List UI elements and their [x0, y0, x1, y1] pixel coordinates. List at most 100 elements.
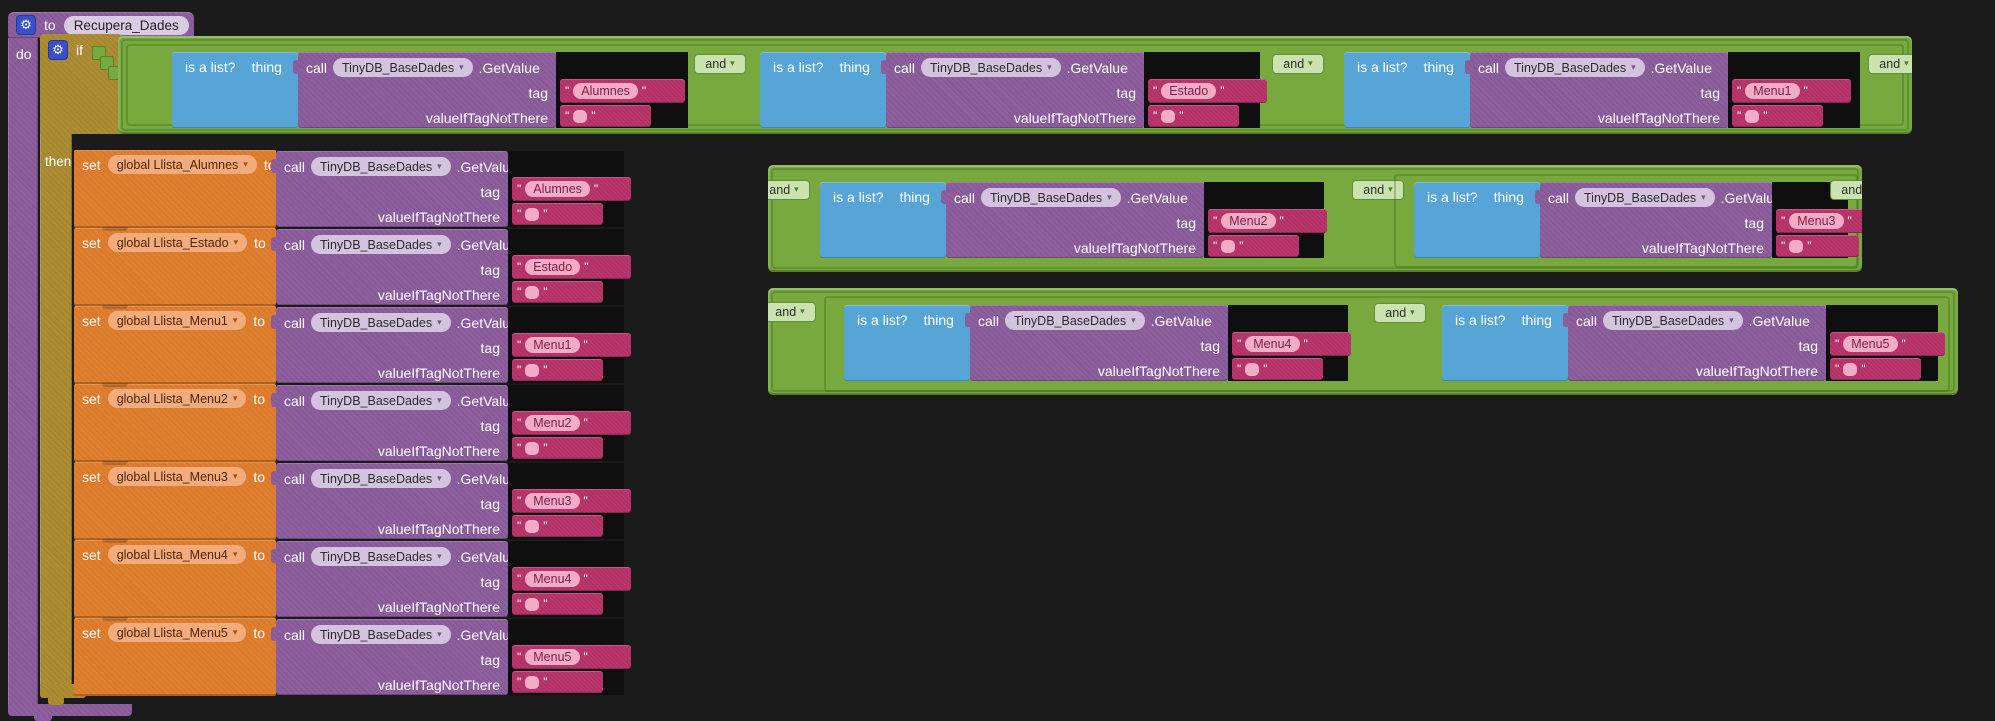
procedure-block-left-bar[interactable]: do: [8, 38, 38, 704]
procedure-block-header[interactable]: ⚙ to Recupera_Dades: [8, 12, 194, 38]
procedure-block-bottom-bar[interactable]: [8, 704, 132, 716]
variable-dropdown[interactable]: global Llista_Menu3 ▾: [107, 467, 247, 486]
component-dropdown[interactable]: TinyDB_BaseDades ▾: [311, 235, 451, 254]
call-getvalue-block[interactable]: call TinyDB_BaseDades ▾ .GetValue tag val…: [965, 305, 1228, 381]
set-variable-row[interactable]: set global Llista_Estado ▾ to call TinyDB…: [74, 227, 694, 306]
call-getvalue-block[interactable]: call TinyDB_BaseDades ▾ .GetValue tag val…: [271, 385, 518, 461]
is-a-list-block[interactable]: is a list? thing: [172, 52, 298, 128]
empty-text-block[interactable]: " ": [512, 281, 603, 303]
call-getvalue-block[interactable]: call TinyDB_BaseDades ▾ .GetValue tag val…: [941, 182, 1204, 258]
component-dropdown[interactable]: TinyDB_BaseDades ▾: [1603, 311, 1743, 330]
text-block[interactable]: " Alumnes ": [512, 177, 631, 201]
variable-dropdown[interactable]: global Llista_Alumnes ▾: [107, 155, 257, 174]
set-variable-row[interactable]: set global Llista_Menu5 ▾ to call TinyDB_…: [74, 617, 694, 696]
variable-dropdown[interactable]: global Llista_Menu4 ▾: [107, 545, 247, 564]
variable-dropdown[interactable]: global Llista_Menu2 ▾: [107, 389, 247, 408]
empty-text-block[interactable]: " ": [560, 105, 651, 127]
set-variable-row[interactable]: set global Llista_Alumnes ▾ to call TinyD…: [74, 150, 694, 228]
is-a-list-block[interactable]: is a list? thing: [1442, 305, 1568, 381]
call-getvalue-block[interactable]: call TinyDB_BaseDades ▾ .GetValue tag val…: [881, 52, 1144, 128]
empty-text-block[interactable]: " ": [1232, 358, 1323, 380]
component-dropdown[interactable]: TinyDB_BaseDades ▾: [1505, 58, 1645, 77]
empty-text-block[interactable]: " ": [512, 593, 603, 615]
text-block[interactable]: " Menu3 ": [512, 489, 631, 513]
and-operator[interactable]: and▾: [694, 54, 746, 74]
empty-text-block[interactable]: " ": [512, 515, 603, 537]
is-a-list-block[interactable]: is a list? thing: [820, 182, 946, 258]
component-dropdown[interactable]: TinyDB_BaseDades ▾: [311, 547, 451, 566]
text-block[interactable]: " Menu2 ": [512, 411, 631, 435]
if-block-header[interactable]: ⚙ if: [40, 34, 122, 134]
empty-text-block[interactable]: " ": [1208, 235, 1299, 257]
empty-text-block[interactable]: " ": [1148, 105, 1239, 127]
call-getvalue-block[interactable]: call TinyDB_BaseDades ▾ .GetValue tag val…: [271, 463, 518, 539]
and-operator[interactable]: and▾: [1830, 180, 1862, 200]
text-block[interactable]: " Menu3 ": [1776, 209, 1862, 233]
call-getvalue-block[interactable]: call TinyDB_BaseDades ▾ .GetValue tag val…: [271, 229, 518, 305]
text-block[interactable]: " Estado ": [512, 255, 631, 279]
text-block[interactable]: " Estado ": [1148, 79, 1267, 103]
set-variable-row[interactable]: set global Llista_Menu3 ▾ to call TinyDB_…: [74, 461, 694, 540]
component-dropdown[interactable]: TinyDB_BaseDades ▾: [311, 391, 451, 410]
text-block[interactable]: " Alumnes ": [560, 79, 685, 103]
call-getvalue-block[interactable]: call TinyDB_BaseDades ▾ .GetValue tag val…: [1563, 305, 1826, 381]
empty-text-block[interactable]: " ": [512, 359, 603, 381]
text-block[interactable]: " Menu4 ": [1232, 332, 1351, 356]
variable-dropdown[interactable]: global Llista_Estado ▾: [107, 233, 248, 252]
empty-text-block[interactable]: " ": [512, 671, 603, 693]
text-value: Menu3: [1789, 213, 1844, 229]
empty-text-block[interactable]: " ": [1732, 105, 1823, 127]
is-a-list-block[interactable]: is a list? thing: [1344, 52, 1470, 128]
is-a-list-label: is a list?: [185, 59, 236, 75]
variable-dropdown[interactable]: global Llista_Menu5 ▾: [107, 623, 247, 642]
gear-icon[interactable]: ⚙: [16, 15, 36, 35]
empty-text-block[interactable]: " ": [1830, 358, 1921, 380]
call-getvalue-block[interactable]: call TinyDB_BaseDades ▾ .GetValue tag val…: [1465, 52, 1728, 128]
text-block[interactable]: " Menu4 ": [512, 567, 631, 591]
text-value: Alumnes: [573, 83, 638, 99]
component-dropdown[interactable]: TinyDB_BaseDades ▾: [1005, 311, 1145, 330]
and-operator[interactable]: and▾: [1374, 303, 1426, 323]
text-block[interactable]: " Menu2 ": [1208, 209, 1327, 233]
procedure-name-field[interactable]: Recupera_Dades: [63, 15, 189, 35]
component-dropdown[interactable]: TinyDB_BaseDades ▾: [311, 157, 451, 176]
empty-text-block[interactable]: " ": [1776, 235, 1859, 257]
set-variable-row[interactable]: set global Llista_Menu1 ▾ to call TinyDB_…: [74, 305, 694, 384]
component-dropdown[interactable]: TinyDB_BaseDades ▾: [333, 58, 473, 77]
empty-text-block[interactable]: " ": [512, 437, 603, 459]
and-operator[interactable]: and▾: [768, 180, 810, 200]
text-block[interactable]: " Menu1 ": [1732, 79, 1851, 103]
text-block[interactable]: " Menu5 ": [512, 645, 631, 669]
and-operator[interactable]: and▾: [1868, 54, 1912, 74]
set-variable-row[interactable]: set global Llista_Menu2 ▾ to call TinyDB_…: [74, 383, 694, 462]
call-getvalue-block[interactable]: call TinyDB_BaseDades ▾ .GetValue tag val…: [293, 52, 556, 128]
component-dropdown[interactable]: TinyDB_BaseDades ▾: [981, 188, 1121, 207]
and-group-row3[interactable]: and ▾ is a list? thing call TinyDB_BaseDa…: [768, 288, 1958, 395]
set-variable-row[interactable]: set global Llista_Menu4 ▾ to call TinyDB_…: [74, 539, 694, 618]
if-mutator-gear-icon[interactable]: ⚙: [48, 40, 68, 60]
is-a-list-block[interactable]: is a list? thing: [760, 52, 886, 128]
text-block[interactable]: " Menu1 ": [512, 333, 631, 357]
if-block-left-bar[interactable]: then: [40, 134, 72, 684]
component-dropdown[interactable]: TinyDB_BaseDades ▾: [1575, 188, 1715, 207]
component-dropdown[interactable]: TinyDB_BaseDades ▾: [311, 625, 451, 644]
and-group-row1[interactable]: is a list? thing call TinyDB_BaseDades ▾ …: [118, 36, 1912, 134]
variable-dropdown[interactable]: global Llista_Menu1 ▾: [107, 311, 247, 330]
call-getvalue-block[interactable]: call TinyDB_BaseDades ▾ .GetValue tag val…: [271, 307, 518, 383]
and-operator[interactable]: and▾: [1272, 54, 1324, 74]
is-a-list-block[interactable]: is a list? thing: [844, 305, 970, 381]
component-dropdown[interactable]: TinyDB_BaseDades ▾: [921, 58, 1061, 77]
empty-text-block[interactable]: " ": [512, 203, 603, 225]
call-getvalue-block[interactable]: call TinyDB_BaseDades ▾ .GetValue tag val…: [1535, 182, 1782, 258]
call-getvalue-block[interactable]: call TinyDB_BaseDades ▾ .GetValue tag val…: [271, 541, 518, 617]
text-block[interactable]: " Menu5 ": [1830, 332, 1945, 356]
call-getvalue-block[interactable]: call TinyDB_BaseDades ▾ .GetValue tag val…: [271, 151, 518, 227]
and-group-row2[interactable]: and ▾ is a list? thing call TinyDB_BaseDa…: [768, 165, 1862, 272]
call-getvalue-block[interactable]: call TinyDB_BaseDades ▾ .GetValue tag val…: [271, 619, 518, 695]
and-operator[interactable]: and▾: [1352, 180, 1404, 200]
is-a-list-block[interactable]: is a list? thing: [1414, 182, 1540, 258]
and-operator[interactable]: and▾: [768, 302, 816, 322]
component-dropdown[interactable]: TinyDB_BaseDades ▾: [311, 313, 451, 332]
component-dropdown[interactable]: TinyDB_BaseDades ▾: [311, 469, 451, 488]
